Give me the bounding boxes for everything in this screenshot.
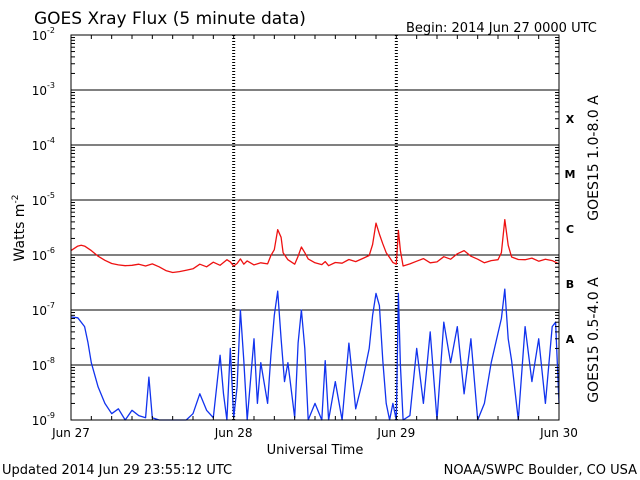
agency-credit: NOAA/SWPC Boulder, CO USA: [444, 463, 637, 478]
y-axis-ticks: 10-210-310-410-510-610-710-810-9: [32, 26, 559, 428]
updated-timestamp: Updated 2014 Jun 29 23:55:12 UTC: [2, 463, 232, 478]
long-channel-legend: GOES15 1.0-8.0 A: [586, 95, 602, 221]
series-line-short-channel: [70, 288, 560, 421]
x-tick-label: Jun 28: [214, 426, 253, 440]
series-line-long-channel: [70, 218, 560, 274]
data-series: [70, 218, 560, 421]
chart-title: GOES Xray Flux (5 minute data): [34, 9, 306, 29]
x-tick-label: Jun 30: [539, 426, 578, 440]
y-tick-label: 10-5: [32, 191, 55, 208]
y-tick-label: 10-8: [32, 356, 55, 373]
short-channel-legend: GOES15 0.5-4.0 A: [586, 277, 602, 403]
flare-class-label: C: [566, 223, 574, 236]
plot-frame: [70, 34, 560, 421]
flare-class-labels: X M C B A: [565, 113, 576, 346]
y-tick-label: 10-4: [32, 136, 55, 153]
x-axis-ticks: Jun 27 Jun 28 Jun 29 Jun 30: [51, 35, 578, 440]
begin-time-label: Begin: 2014 Jun 27 0000 UTC: [406, 21, 597, 36]
y-tick-label: 10-2: [32, 26, 55, 43]
y-tick-label: 10-7: [32, 301, 55, 318]
y-axis-label: Watts m-2: [11, 195, 28, 262]
x-tick-label: Jun 29: [376, 426, 415, 440]
flare-class-label: B: [566, 278, 574, 291]
x-tick-label: Jun 27: [51, 426, 90, 440]
y-tick-label: 10-3: [32, 81, 55, 98]
y-tick-label: 10-6: [32, 246, 55, 263]
x-axis-label: Universal Time: [267, 443, 364, 458]
flare-class-label: M: [565, 168, 576, 181]
flare-class-label: A: [566, 333, 575, 346]
flare-class-label: X: [566, 113, 575, 126]
plot-grid: [71, 35, 559, 420]
